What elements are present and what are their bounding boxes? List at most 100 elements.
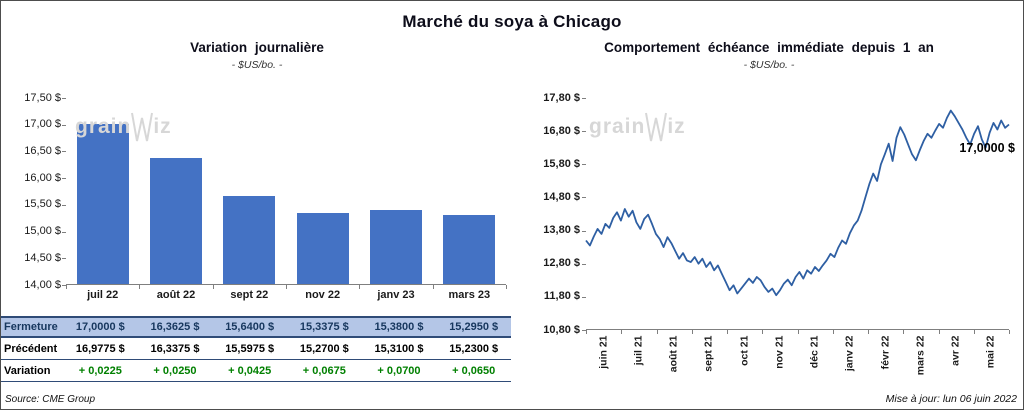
row-label: Précédent [4, 342, 58, 355]
bar-x-label: nov 22 [305, 289, 341, 301]
table-row-précédent: Précédent 16,9775 $ 16,3375 $ 15,5975 $ 15,2… [1, 338, 511, 360]
bar-y-tick [62, 98, 66, 99]
bar-x-label: juil 22 [87, 289, 119, 301]
bar-mars-23 [443, 214, 496, 284]
line-x-label: mai 22 [984, 335, 997, 368]
line-x-tick [903, 330, 905, 334]
line-y-tick-label: 10,80 $ [543, 323, 580, 336]
line-x-tick [656, 330, 658, 334]
bar-y-tick-label: 15,00 $ [24, 225, 61, 238]
line-y-tick [582, 230, 586, 232]
line-y-tick-label: 15,80 $ [543, 157, 580, 170]
bar-y-tick [62, 124, 66, 126]
bar-y-tick-label: 14,00 $ [24, 278, 61, 291]
cell-value: 15,3100 $ [374, 342, 424, 355]
bar-chart-subtitle: - $US/bo. - [231, 59, 283, 71]
bar-y-tick-label: 17,00 $ [24, 118, 61, 131]
line-x-label: mars 22 [914, 335, 927, 375]
line-chart-plot [585, 98, 1010, 330]
bar-x-tick [212, 285, 214, 289]
bar-chart-plot [66, 98, 506, 285]
line-x-label: janv 22 [843, 335, 856, 371]
bar-y-tick [62, 151, 66, 153]
source-note: Source: CME Group [5, 394, 96, 405]
line-x-label: juin 21 [597, 335, 610, 369]
cell-value: 15,2950 $ [449, 321, 499, 333]
bar-y-tick-label: 16,00 $ [24, 171, 61, 184]
cell-value: 17,0000 $ [75, 321, 125, 333]
bar-y-tick [62, 285, 66, 286]
line-x-label: nov 21 [773, 335, 786, 369]
cell-value: 15,2700 $ [299, 342, 349, 355]
line-y-tick [582, 330, 586, 331]
cell-value: 16,3625 $ [150, 321, 200, 333]
line-x-tick [727, 330, 728, 334]
bar-y-tick-label: 14,50 $ [24, 251, 61, 264]
bar-y-tick [62, 231, 66, 233]
cell-value: 15,3800 $ [374, 321, 424, 333]
cell-value: + 0,0675 [302, 364, 346, 377]
bar-janv-23 [370, 210, 422, 284]
line-x-label: févr 22 [879, 335, 892, 369]
cell-value: + 0,0650 [452, 364, 496, 377]
line-x-tick [832, 330, 834, 334]
update-note: Mise à jour: lun 06 juin 2022 [885, 393, 1017, 405]
bar-nov-22 [296, 212, 349, 284]
line-y-tick [582, 98, 586, 99]
line-y-tick [582, 131, 586, 133]
line-y-tick-label: 12,80 $ [543, 257, 580, 270]
page-title: Marché du soya à Chicago [402, 12, 622, 31]
line-x-label: août 21 [667, 335, 680, 372]
bar-x-label: mars 23 [448, 289, 491, 301]
table-row-fermeture: Fermeture 17,0000 $ 16,3625 $ 15,6400 $ 15,3… [1, 316, 511, 338]
bar-x-label: août 22 [156, 289, 196, 301]
bar-sept-22 [223, 196, 276, 284]
line-x-label: sept 21 [702, 335, 715, 372]
cell-value: + 0,0225 [78, 364, 122, 377]
line-x-label: oct 21 [738, 335, 751, 366]
price-line [585, 109, 1010, 297]
line-chart-subtitle: - $US/bo. - [743, 59, 795, 71]
table-row-variation: Variation + 0,0225 + 0,0250 + 0,0425 + 0,067… [1, 360, 511, 382]
line-y-tick [582, 296, 586, 298]
line-x-label: avr 22 [949, 335, 962, 366]
line-y-tick-label: 17,80 $ [543, 91, 580, 104]
line-x-tick [621, 330, 623, 334]
cell-value: + 0,0250 [153, 364, 197, 377]
last-price-label: 17,0000 $ [959, 141, 1015, 155]
line-y-tick-label: 13,80 $ [543, 224, 580, 237]
cell-value: 15,3375 $ [299, 321, 349, 333]
line-x-tick [868, 330, 869, 334]
line-x-tick [691, 330, 693, 334]
line-chart-title: Comportement échéance immédiate depuis 1… [604, 40, 934, 55]
bar-y-tick [62, 178, 66, 180]
cell-value: 15,6400 $ [225, 321, 275, 333]
bar-x-label: sept 22 [230, 289, 269, 301]
cell-value: 16,3375 $ [150, 342, 200, 355]
bar-x-tick [506, 285, 507, 289]
row-label: Fermeture [4, 321, 58, 333]
bar-x-tick [286, 285, 287, 289]
cell-value: 15,5975 $ [225, 342, 275, 355]
bar-juil-22 [76, 123, 129, 284]
line-y-tick-label: 11,80 $ [543, 290, 580, 303]
bar-x-label: janv 23 [377, 289, 415, 301]
line-x-label: juil 21 [632, 335, 645, 365]
bar-y-tick-label: 16,50 $ [24, 144, 61, 157]
line-x-tick [1009, 330, 1010, 334]
bar-y-tick [62, 258, 66, 260]
line-x-tick [973, 330, 975, 334]
cell-value: 16,9775 $ [75, 342, 125, 355]
bar-août-22 [150, 157, 202, 284]
line-x-tick [938, 330, 940, 334]
price-table: Fermeture 17,0000 $ 16,3625 $ 15,6400 $ 15,3… [1, 316, 511, 382]
cell-value: 15,2300 $ [449, 342, 499, 355]
bar-x-tick [359, 285, 361, 289]
bar-x-tick [66, 285, 67, 289]
line-x-tick [586, 330, 587, 334]
line-x-tick [762, 330, 764, 334]
bar-y-tick-label: 17,50 $ [24, 91, 61, 104]
cell-value: + 0,0700 [377, 364, 421, 377]
bar-x-tick [432, 285, 434, 289]
